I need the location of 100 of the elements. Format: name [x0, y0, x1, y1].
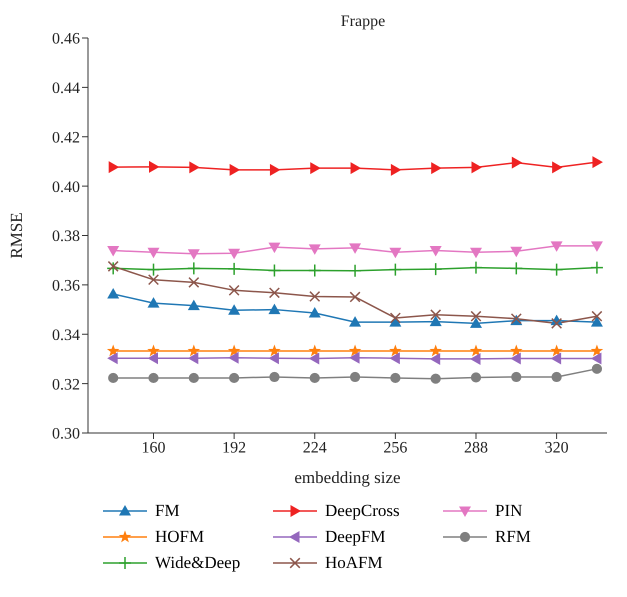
point — [390, 312, 401, 324]
x-tick-label: 320 — [544, 439, 569, 456]
point — [269, 372, 280, 382]
point — [308, 352, 320, 364]
point — [389, 344, 402, 356]
point — [552, 161, 563, 174]
legend-label: FM — [155, 501, 180, 521]
point — [590, 260, 604, 274]
point — [512, 156, 522, 169]
point — [310, 372, 320, 384]
point — [550, 344, 563, 356]
x-axis-title: embedding size — [294, 468, 401, 487]
point — [430, 246, 442, 257]
point — [592, 364, 602, 374]
point — [430, 352, 440, 365]
legend-label: Wide&Deep — [155, 553, 240, 573]
point — [550, 262, 564, 276]
y-tick-label: 0.36 — [52, 278, 80, 295]
legend-label: DeepFM — [325, 527, 386, 547]
point — [148, 274, 160, 286]
point — [510, 352, 521, 364]
point — [390, 372, 400, 384]
point — [108, 372, 118, 384]
x-tick-label: 192 — [222, 439, 246, 456]
point — [590, 316, 603, 327]
point — [431, 162, 442, 174]
point — [188, 249, 200, 260]
point — [389, 352, 400, 364]
y-tick-label: 0.34 — [52, 326, 80, 344]
point — [188, 372, 199, 384]
point — [230, 164, 240, 176]
point — [350, 291, 361, 303]
point — [470, 352, 480, 365]
point — [108, 161, 120, 174]
point — [470, 248, 482, 258]
point — [228, 284, 240, 296]
y-tick-label: 0.38 — [52, 228, 80, 246]
point — [470, 372, 482, 383]
point — [350, 372, 360, 382]
point — [510, 262, 524, 276]
point — [148, 372, 159, 384]
point — [149, 160, 160, 173]
point — [590, 344, 604, 356]
x-tick-label: 224 — [302, 439, 327, 456]
point — [510, 344, 523, 356]
y-tick-label: 0.42 — [52, 129, 80, 146]
point — [268, 264, 282, 278]
point — [106, 262, 120, 276]
point — [552, 372, 562, 382]
legend-label: HOFM — [155, 527, 204, 547]
point — [229, 372, 240, 384]
point — [590, 241, 603, 252]
point — [510, 246, 522, 258]
point — [268, 287, 280, 298]
point — [187, 262, 201, 276]
y-tick-label: 0.30 — [52, 426, 80, 443]
y-tick-label: 0.46 — [52, 30, 80, 48]
point — [189, 161, 200, 174]
point — [349, 316, 362, 327]
point — [228, 248, 240, 260]
point — [471, 161, 482, 174]
chart-title: Frappe — [340, 13, 386, 30]
point — [389, 248, 402, 258]
point — [268, 352, 279, 364]
y-tick-label: 0.44 — [52, 80, 80, 98]
point — [107, 288, 120, 299]
x-tick-label: 160 — [142, 439, 166, 456]
point — [308, 244, 321, 255]
point — [550, 241, 563, 252]
point — [349, 243, 362, 254]
legend-label: RFM — [495, 527, 531, 547]
point — [430, 316, 442, 326]
point — [148, 297, 160, 308]
point — [227, 262, 241, 276]
point — [188, 300, 200, 310]
point — [146, 262, 160, 276]
point — [188, 344, 200, 356]
point — [107, 246, 120, 257]
point — [188, 276, 200, 288]
point — [147, 344, 160, 356]
point — [268, 242, 280, 254]
point — [390, 164, 402, 176]
point — [470, 317, 482, 328]
y-tick-label: 0.40 — [52, 178, 80, 196]
point — [511, 372, 522, 382]
point — [550, 352, 562, 364]
point — [388, 262, 402, 276]
point — [592, 156, 603, 168]
point — [228, 304, 240, 315]
point — [228, 352, 239, 364]
legend-label: HoAFM — [325, 553, 383, 573]
point — [470, 310, 482, 322]
point — [429, 344, 442, 356]
y-tick-label: 0.32 — [52, 376, 80, 394]
point — [107, 352, 118, 364]
point — [148, 352, 158, 364]
legend-label: DeepCross — [325, 501, 400, 521]
point — [348, 264, 362, 278]
y-axis-title: RMSE — [7, 212, 26, 259]
point — [430, 374, 441, 384]
